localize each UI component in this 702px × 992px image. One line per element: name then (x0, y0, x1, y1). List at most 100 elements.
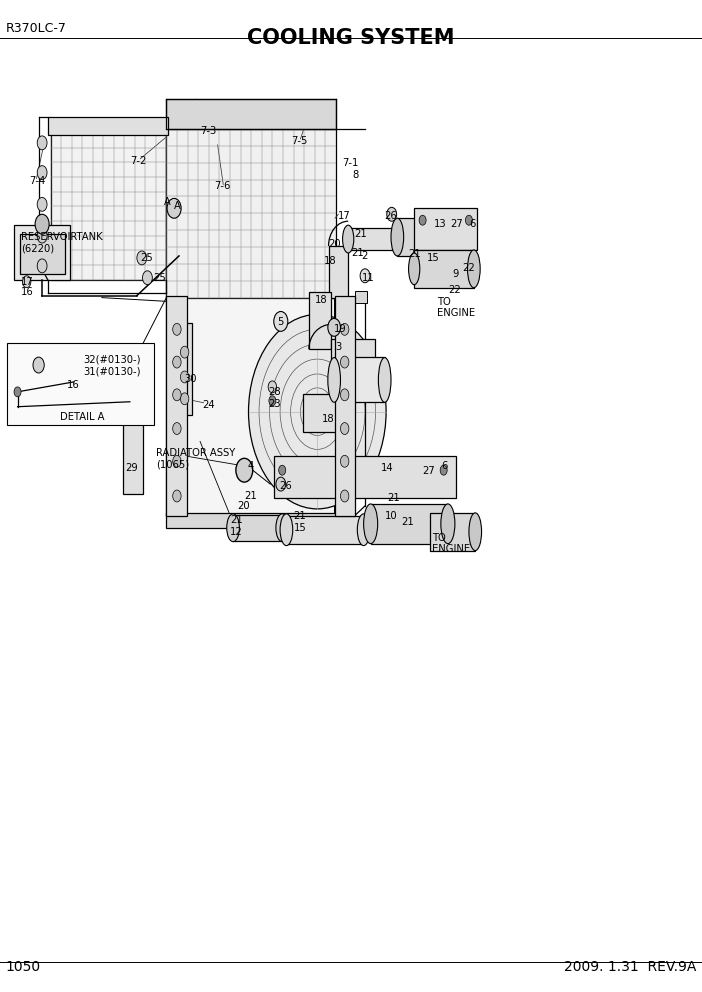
Bar (355, 291, 367, 303)
Text: 21: 21 (351, 248, 364, 258)
Text: 2009. 1.31  REV.9A: 2009. 1.31 REV.9A (564, 960, 696, 974)
Text: 16: 16 (67, 380, 79, 390)
Text: 22: 22 (448, 285, 461, 295)
Text: RESERVOIRTANK
(6220): RESERVOIRTANK (6220) (21, 232, 102, 254)
Ellipse shape (391, 218, 404, 256)
Polygon shape (166, 99, 336, 129)
Text: 30: 30 (184, 374, 197, 384)
Bar (51, 133, 166, 280)
Bar (7, 343, 154, 425)
Text: 21: 21 (230, 515, 243, 525)
Circle shape (14, 387, 21, 397)
Text: 5: 5 (277, 317, 284, 327)
Circle shape (340, 356, 349, 368)
Text: 21: 21 (402, 517, 414, 527)
Text: 7-3: 7-3 (200, 126, 216, 136)
Bar (177, 323, 192, 415)
Text: 17: 17 (338, 211, 351, 221)
Circle shape (173, 389, 181, 401)
Circle shape (279, 465, 286, 475)
Text: 27: 27 (423, 466, 435, 476)
Bar (48, 117, 168, 135)
Text: 21: 21 (388, 493, 400, 503)
Ellipse shape (441, 504, 455, 544)
Circle shape (173, 490, 181, 502)
Circle shape (37, 229, 47, 243)
Bar (430, 513, 475, 551)
Text: A: A (174, 201, 181, 211)
Text: 3: 3 (336, 342, 342, 352)
Text: 19: 19 (333, 324, 346, 334)
Text: 16: 16 (21, 287, 34, 297)
Bar (397, 218, 457, 256)
Text: 2: 2 (362, 251, 368, 261)
Text: 25: 25 (153, 273, 166, 283)
Ellipse shape (468, 250, 480, 288)
Text: 12: 12 (230, 527, 243, 537)
Text: 23: 23 (268, 399, 281, 409)
Bar (166, 296, 187, 516)
Ellipse shape (227, 514, 239, 542)
Bar (166, 513, 355, 528)
Text: 24: 24 (202, 400, 215, 410)
Circle shape (37, 197, 47, 211)
Text: 21: 21 (244, 491, 257, 501)
Circle shape (173, 356, 181, 368)
Bar (414, 250, 474, 288)
Circle shape (33, 357, 44, 373)
Circle shape (37, 166, 47, 180)
Circle shape (465, 215, 472, 225)
Circle shape (180, 371, 189, 383)
Circle shape (419, 215, 426, 225)
Bar (309, 292, 331, 349)
Circle shape (173, 323, 181, 335)
Bar (348, 228, 397, 250)
Circle shape (268, 381, 277, 393)
Circle shape (236, 458, 253, 482)
Text: DETAIL A: DETAIL A (60, 412, 104, 422)
Bar (303, 394, 344, 432)
Text: TO
ENGINE: TO ENGINE (432, 533, 470, 555)
Circle shape (340, 389, 349, 401)
Bar (233, 515, 282, 541)
Text: 7-1: 7-1 (343, 158, 359, 168)
Text: 20: 20 (329, 239, 341, 249)
Circle shape (340, 423, 349, 434)
Text: 21: 21 (409, 249, 421, 259)
Text: 17: 17 (21, 277, 34, 287)
Text: 31(#0130-): 31(#0130-) (83, 366, 140, 376)
Text: 18: 18 (324, 256, 337, 266)
Circle shape (180, 393, 189, 405)
Circle shape (173, 455, 181, 467)
Text: 20: 20 (237, 501, 250, 511)
Ellipse shape (328, 358, 340, 403)
Circle shape (340, 490, 349, 502)
Bar (371, 504, 448, 544)
Text: 18: 18 (322, 414, 334, 424)
Text: R370LC-7: R370LC-7 (6, 22, 67, 35)
Bar (335, 296, 355, 516)
Circle shape (35, 214, 49, 234)
Bar (274, 456, 456, 498)
Text: 28: 28 (268, 387, 281, 397)
Text: 8: 8 (352, 170, 359, 180)
Text: 13: 13 (434, 219, 446, 229)
Text: 1050: 1050 (6, 960, 41, 974)
Text: 21: 21 (355, 229, 367, 239)
Text: 22: 22 (462, 263, 475, 273)
Text: 26: 26 (279, 481, 292, 491)
Circle shape (276, 477, 286, 491)
Circle shape (440, 465, 447, 475)
Bar (414, 208, 477, 250)
Circle shape (269, 396, 276, 406)
Text: COOLING SYSTEM: COOLING SYSTEM (247, 28, 455, 48)
Bar (20, 234, 65, 274)
Text: 7-5: 7-5 (291, 136, 307, 146)
Text: 29: 29 (125, 463, 138, 473)
Bar (331, 339, 375, 361)
Circle shape (167, 198, 181, 218)
Ellipse shape (276, 514, 289, 542)
Text: RADIATOR ASSY
(1065): RADIATOR ASSY (1065) (156, 447, 235, 469)
Text: 7-6: 7-6 (214, 182, 230, 191)
Ellipse shape (343, 225, 354, 253)
